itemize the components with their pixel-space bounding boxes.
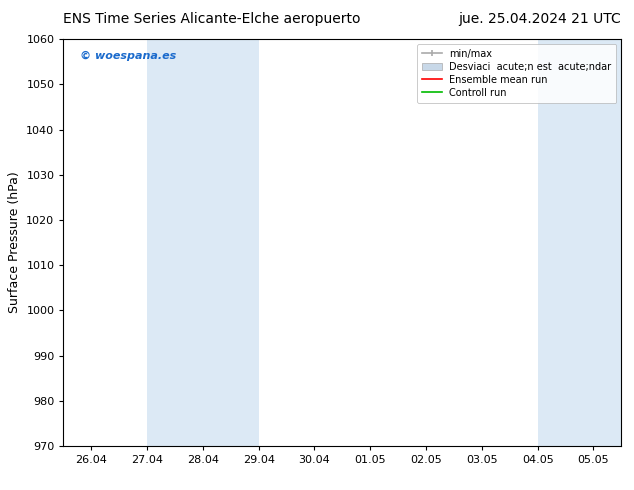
Text: © woespana.es: © woespana.es	[80, 51, 176, 61]
Y-axis label: Surface Pressure (hPa): Surface Pressure (hPa)	[8, 172, 21, 314]
Bar	[538, 39, 621, 446]
Text: ENS Time Series Alicante-Elche aeropuerto: ENS Time Series Alicante-Elche aeropuert…	[63, 12, 361, 26]
Bar	[147, 39, 259, 446]
Text: jue. 25.04.2024 21 UTC: jue. 25.04.2024 21 UTC	[458, 12, 621, 26]
Legend: min/max, Desviaci  acute;n est  acute;ndar, Ensemble mean run, Controll run: min/max, Desviaci acute;n est acute;ndar…	[417, 44, 616, 102]
